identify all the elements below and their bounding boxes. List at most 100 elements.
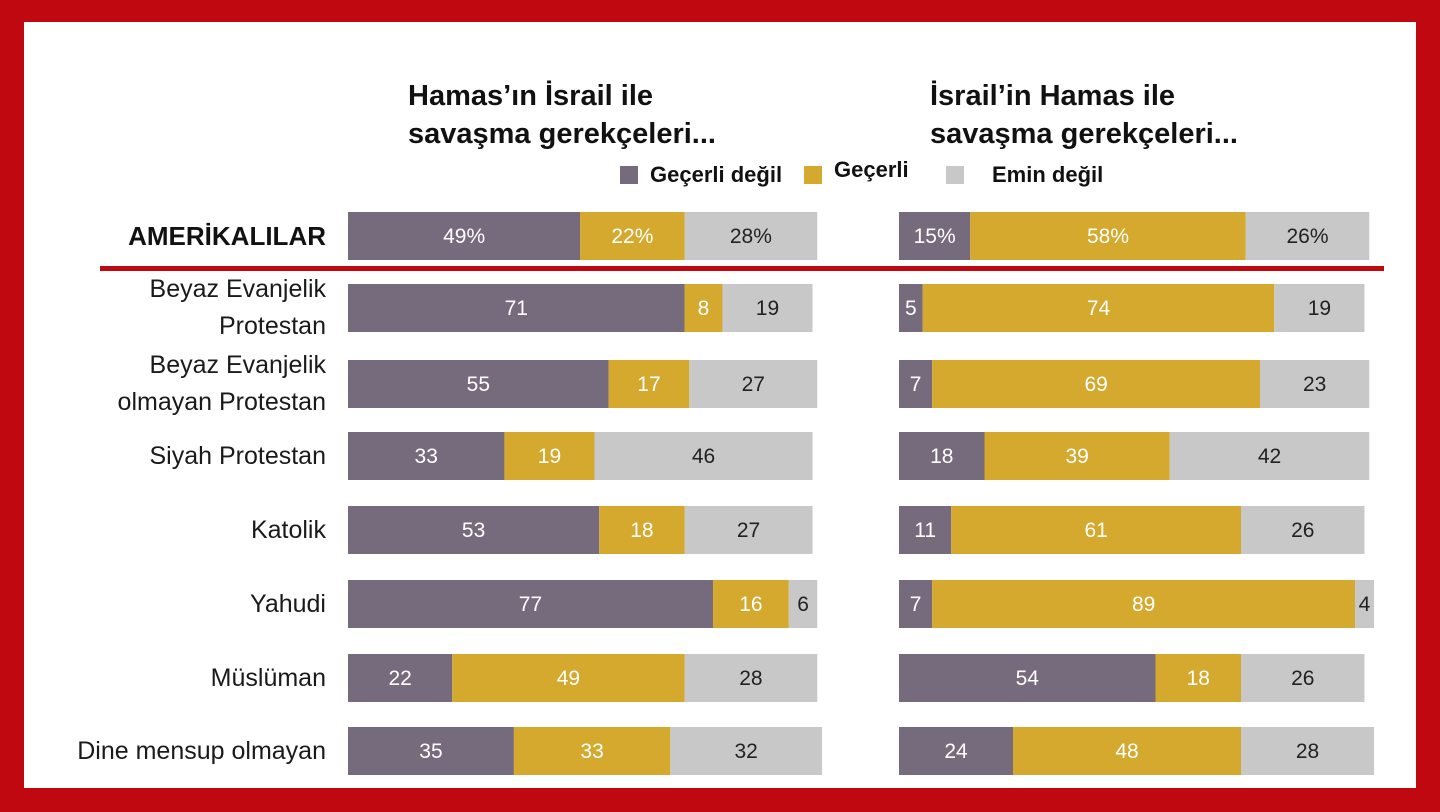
bar-segment-c0-r2-s2: [689, 360, 818, 408]
row-label-1: Beyaz Evanjelik Protestan: [20, 271, 326, 345]
row-label-6: Müslüman: [20, 660, 326, 697]
data-label-c0-r6-s1: 49: [557, 667, 580, 690]
data-label-c0-r4-s0: 53: [462, 519, 485, 542]
bar-segment-c1-r6-s1: [1155, 654, 1241, 702]
bar-segment-c0-r6-s1: [452, 654, 685, 702]
bar-segment-c1-r5-s2: [1355, 580, 1374, 628]
bar-segment-c0-r0-s1: [580, 212, 685, 260]
data-label-c1-r2-s0: 7: [910, 373, 922, 396]
row-label-2-line-0: Beyaz Evanjelik: [149, 351, 326, 379]
row-label-0: AMERİKALILAR: [20, 218, 326, 255]
row-label-5: Yahudi: [20, 586, 326, 623]
data-label-c1-r4-s0: 11: [914, 519, 936, 542]
row-label-6-line-0: Müslüman: [210, 663, 326, 692]
row-label-0-line-0: AMERİKALILAR: [128, 220, 326, 251]
data-label-c1-r7-s0: 24: [944, 740, 968, 763]
bar-segment-c0-r7-s2: [670, 727, 822, 775]
bar-segment-c1-r0-s1: [970, 212, 1246, 260]
data-label-c1-r5-s2: 4: [1359, 593, 1371, 616]
bar-segment-c1-r7-s1: [1013, 727, 1241, 775]
data-label-c1-r7-s2: 28: [1296, 740, 1319, 763]
bar-segment-c0-r5-s0: [348, 580, 713, 628]
data-label-c1-r3-s1: 39: [1065, 445, 1088, 468]
bar-segment-c0-r5-s1: [712, 580, 789, 628]
data-label-c0-r0-s0: 49%: [443, 225, 485, 248]
bar-segment-c0-r4-s2: [684, 506, 813, 554]
data-label-c1-r5-s1: 89: [1132, 593, 1155, 616]
bar-segment-c1-r3-s1: [984, 432, 1170, 480]
bar-segment-c0-r2-s1: [608, 360, 690, 408]
data-label-c0-r1-s1: 8: [698, 297, 710, 320]
data-label-c0-r5-s2: 6: [797, 593, 809, 616]
row-label-7-line-0: Dine mensup olmayan: [77, 736, 326, 765]
data-label-c0-r7-s1: 33: [580, 740, 603, 763]
bar-segment-c1-r7-s2: [1241, 727, 1374, 775]
row-label-4-line-0: Katolik: [250, 515, 326, 544]
bar-segment-c0-r2-s0: [348, 360, 609, 408]
bar-segment-c0-r5-s2: [788, 580, 818, 628]
data-label-c0-r3-s2: 46: [692, 445, 715, 468]
bar-segment-c1-r2-s1: [932, 360, 1260, 408]
data-label-c1-r4-s2: 26: [1291, 519, 1314, 542]
data-label-c1-r0-s0: 15%: [914, 225, 956, 248]
row-label-1-line-1: Protestan: [218, 312, 326, 340]
row-label-2: Beyaz Evanjelik olmayan Protestan: [20, 347, 326, 421]
data-label-c1-r1-s0: 5: [905, 297, 917, 320]
bar-segment-c1-r6-s0: [899, 654, 1156, 702]
data-label-c1-r6-s0: 54: [1016, 667, 1040, 690]
divider-line: [100, 266, 1384, 271]
bar-segment-c1-r4-s1: [951, 506, 1241, 554]
data-label-c0-r1-s2: 19: [756, 297, 779, 320]
right-title-line-1: İsrail’in Hamas ile: [930, 80, 1176, 112]
bar-segment-c0-r4-s1: [599, 506, 685, 554]
data-label-c1-r2-s1: 69: [1084, 373, 1107, 396]
bar-segment-c1-r7-s0: [899, 727, 1013, 775]
data-label-c0-r3-s0: 33: [415, 445, 438, 468]
data-label-c1-r0-s2: 26%: [1286, 225, 1328, 248]
data-label-c0-r2-s2: 27: [742, 373, 765, 396]
legend-label-emin-degil: Emin değil: [992, 162, 1104, 187]
data-label-c1-r1-s1: 74: [1087, 297, 1111, 320]
data-label-c0-r4-s2: 27: [737, 519, 760, 542]
bar-segment-c1-r6-s2: [1241, 654, 1365, 702]
data-label-c1-r1-s2: 19: [1308, 297, 1331, 320]
legend-item-gecerli-degil: Geçerli değil: [620, 162, 782, 188]
bar-segment-c1-r5-s0: [899, 580, 933, 628]
left-title-line-1: Hamas’ın İsrail ile: [408, 80, 654, 112]
data-label-c1-r6-s2: 26: [1291, 667, 1314, 690]
data-label-c0-r5-s0: 77: [519, 593, 542, 616]
row-label-4: Katolik: [20, 512, 326, 549]
row-label-2-line-1: olmayan Protestan: [117, 388, 326, 416]
data-label-c0-r6-s0: 22: [388, 667, 411, 690]
row-label-3: Siyah Protestan: [20, 438, 327, 475]
legend-swatch-emin-degil: [946, 166, 964, 184]
data-label-c0-r6-s2: 28: [739, 667, 762, 690]
data-label-c0-r5-s1: 16: [739, 593, 762, 616]
legend-swatch-gecerli-degil: [620, 166, 638, 184]
bar-segment-c1-r4-s2: [1241, 506, 1365, 554]
bar-segment-c0-r4-s0: [348, 506, 600, 554]
data-label-c1-r2-s2: 23: [1303, 373, 1326, 396]
bar-segment-c1-r4-s0: [899, 506, 952, 554]
data-label-c0-r4-s1: 18: [630, 519, 653, 542]
right-title-line-2: savaşma gerekçeleri...: [930, 118, 1238, 150]
row-label-5-line-0: Yahudi: [250, 589, 326, 618]
bar-segment-c0-r7-s1: [513, 727, 671, 775]
data-label-c1-r3-s2: 42: [1258, 445, 1281, 468]
bar-segment-c1-r1-s1: [922, 284, 1275, 332]
data-label-c1-r0-s1: 58%: [1087, 225, 1129, 248]
data-label-c0-r1-s0: 71: [505, 297, 528, 320]
bar-segment-c0-r3-s0: [348, 432, 505, 480]
bar-segment-c0-r3-s2: [594, 432, 813, 480]
bar-segment-c0-r6-s2: [684, 654, 818, 702]
bar-segment-c0-r1-s0: [348, 284, 685, 332]
data-label-c1-r6-s1: 18: [1187, 667, 1210, 690]
bar-segment-c1-r2-s2: [1260, 360, 1370, 408]
legend-item-emin-degil: Emin değil: [946, 162, 1103, 188]
bar-segment-c1-r5-s1: [932, 580, 1355, 628]
row-label-7: Dine mensup olmayan: [20, 733, 326, 770]
data-label-c0-r0-s1: 22%: [611, 225, 653, 248]
legend-label-gecerli: Geçerli: [834, 157, 909, 182]
data-label-c1-r3-s0: 18: [930, 445, 953, 468]
